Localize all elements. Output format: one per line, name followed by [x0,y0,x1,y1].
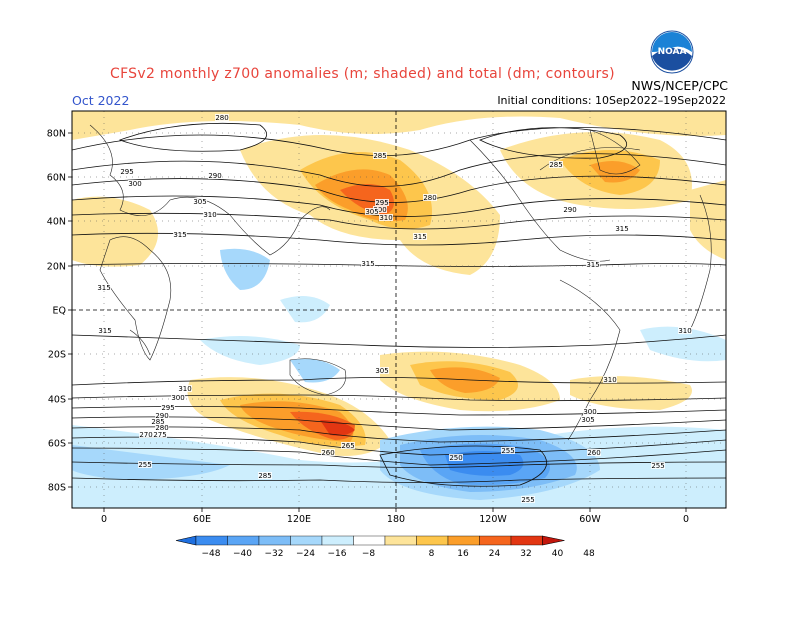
colorbar-tick-label: 24 [489,549,501,559]
lat-label: 20S [48,350,66,361]
lat-label: EQ [53,306,66,317]
lat-label: 80N [47,129,66,140]
forecast-month: Oct 2022 [72,93,130,108]
colorbar-segment [479,535,512,546]
colorbar-tick-label: −8 [362,549,376,559]
contour-label: 255 [521,496,534,504]
lon-label: 60W [579,514,601,525]
contour-label: 290 [563,206,576,214]
longitude-axis: 0 60E 120E 180 120W 60W 0 [101,508,689,525]
colorbar-segment [227,535,260,546]
contour-label: 300 [373,206,386,214]
latitude-axis: 80N 60N 40N 20N EQ 20S 40S 60S 80S [47,129,72,494]
noaa-logo: NOAA [650,30,694,74]
contour-label: 315 [413,233,426,241]
contour-label: 275 [153,431,166,439]
contour-label: 310 [603,376,616,384]
contour-label: 260 [587,449,600,457]
lon-label: 0 [683,514,689,525]
colorbar-tick-label: −16 [328,549,347,559]
contour-label: 290 [155,412,168,420]
contour-label: 260 [321,449,334,457]
colorbar-segment [353,535,386,546]
contour-label: 315 [586,261,599,269]
colorbar-tick-label: −24 [296,549,315,559]
lon-label: 180 [387,514,405,525]
contour-label: 315 [173,231,186,239]
contour-label: 315 [361,260,374,268]
height-contours [72,122,726,487]
noaa-logo-text: NOAA [658,47,687,57]
lon-label: 120W [479,514,507,525]
colorbar-tick-label: −32 [265,549,284,559]
contour-label: 255 [651,462,664,470]
lon-label: 120E [287,514,311,525]
colorbar-segment [258,535,291,546]
contour-label: 310 [203,211,216,219]
colorbar-segment [416,535,449,546]
contour-label: 300 [171,394,184,402]
contour-label: 295 [375,199,388,207]
positive-anomaly-shading [72,111,726,456]
contour-label: 255 [501,447,514,455]
contour-label: 280 [155,424,168,432]
colorbar: −48 −40 −32 −24 −16 −8 8 16 24 32 40 48 [175,535,595,559]
initial-conditions: Initial conditions: 10Sep2022–19Sep2022 [497,94,726,107]
lat-label: 40N [47,217,66,228]
contour-label: 300 [583,408,596,416]
colorbar-tick-label: 40 [552,549,564,559]
contour-label: 305 [365,208,378,216]
colorbar-tick-label: −48 [202,549,221,559]
contour-label: 280 [215,114,228,122]
contour-label: 285 [373,152,386,160]
contour-label: 295 [120,168,133,176]
contour-label: 270 [139,431,152,439]
agency-label: NWS/NCEP/CPC [631,78,728,93]
contour-label: 315 [98,327,111,335]
contour-label: 305 [193,198,206,206]
colorbar-tick-label: 48 [583,549,595,559]
map-frame [71,110,727,509]
lat-label: 40S [48,395,66,406]
contour-label: 315 [97,284,110,292]
colorbar-tick-label: 8 [429,549,435,559]
colorbar-segment [321,535,354,546]
contour-label: 305 [375,367,388,375]
contour-label: 310 [178,385,191,393]
lat-label: 60N [47,173,66,184]
contour-label: 285 [549,161,562,169]
colorbar-low-arrow [175,535,197,546]
colorbar-tick-label: 32 [520,549,531,559]
colorbar-segment [447,535,480,546]
contour-label: 305 [581,416,594,424]
colorbar-segment [195,535,228,546]
colorbar-segment [384,535,417,546]
chart-title: CFSv2 monthly z700 anomalies (m; shaded)… [110,66,615,82]
contour-label: 280 [423,194,436,202]
colorbar-high-arrow [542,535,565,546]
lon-label: 0 [101,514,107,525]
contour-label: 300 [128,180,141,188]
contour-label: 285 [151,418,164,426]
colorbar-tick-label: 16 [457,549,469,559]
contour-label: 255 [138,461,151,469]
contour-label: 295 [161,404,174,412]
contour-label: 310 [678,327,691,335]
contour-label: 290 [208,172,221,180]
colorbar-segment [510,535,543,546]
contour-label: 315 [615,225,628,233]
lon-label: 60E [193,514,211,525]
contour-label: 250 [449,454,462,462]
colorbar-segment [290,535,323,546]
colorbar-tick-label: −40 [233,549,252,559]
contour-label: 265 [341,442,354,450]
lat-label: 60S [48,439,66,450]
lat-label: 20N [47,262,66,273]
lat-label: 80S [48,483,66,494]
contour-label: 285 [258,472,271,480]
contour-label: 310 [379,214,392,222]
